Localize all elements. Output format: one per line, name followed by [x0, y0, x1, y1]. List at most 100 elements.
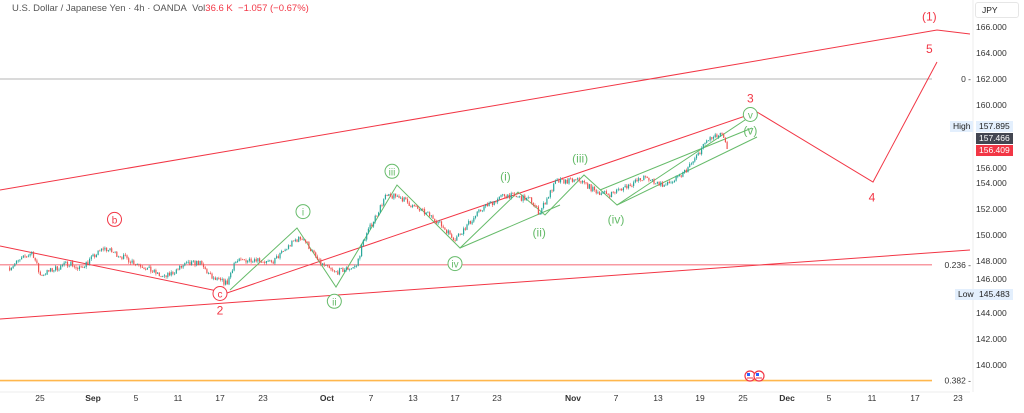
- time-tick-label: 13: [408, 393, 418, 403]
- candle-body: [167, 272, 169, 277]
- candle-body: [723, 134, 725, 138]
- price-tick-label: 156.000: [976, 163, 1007, 173]
- candle-body: [417, 205, 419, 209]
- candle-body: [588, 184, 591, 189]
- fib-level-label: 0 -: [961, 74, 971, 84]
- candle-body: [310, 248, 312, 252]
- candle-body: [228, 277, 230, 285]
- candle-body: [257, 258, 259, 262]
- candle-body: [87, 261, 89, 264]
- candle-body: [94, 254, 96, 258]
- candle-body: [622, 187, 625, 191]
- candle-body: [41, 275, 43, 276]
- candle-body: [235, 261, 237, 264]
- candle-body: [471, 221, 473, 224]
- wave-label: b: [112, 215, 118, 226]
- candle-body: [209, 273, 211, 274]
- candle-body: [270, 260, 273, 262]
- candle-body: [284, 249, 286, 252]
- candle-body: [197, 260, 200, 265]
- wave-label: v: [748, 111, 753, 122]
- candle-body: [667, 181, 669, 185]
- high-label: High: [950, 121, 974, 132]
- candle-body: [502, 194, 504, 196]
- candle-body: [558, 179, 560, 183]
- candle-body: [357, 258, 359, 266]
- candle-body: [378, 212, 380, 216]
- candle-body: [444, 227, 446, 230]
- price-tick-label: 160.000: [976, 100, 1007, 110]
- candle-body: [481, 210, 483, 212]
- wave-label-group: (1): [922, 10, 937, 24]
- candle-body: [73, 266, 75, 268]
- candle-body: [327, 265, 329, 266]
- candle-body: [694, 158, 696, 162]
- candle-body: [344, 270, 346, 272]
- price-tick-label: 146.000: [976, 274, 1007, 284]
- candle-body: [384, 194, 387, 200]
- price-tick-label: 166.000: [976, 22, 1007, 32]
- us-flag-icon: [753, 370, 765, 382]
- candle-body: [566, 179, 568, 184]
- candle-body: [182, 265, 184, 268]
- candle-body: [420, 208, 422, 211]
- candle-body: [252, 261, 254, 263]
- candle-body: [587, 183, 589, 189]
- candle-body: [131, 260, 133, 263]
- candle-body: [536, 206, 538, 207]
- price-tick-label: 152.000: [976, 204, 1007, 214]
- candle-body: [413, 205, 415, 207]
- candle-body: [201, 260, 203, 265]
- candle-body: [415, 205, 417, 207]
- candle-body: [17, 260, 19, 262]
- candle-body: [542, 203, 545, 209]
- minor-channel-line: [616, 136, 758, 206]
- candle-body: [111, 248, 113, 253]
- candle-body: [418, 208, 421, 211]
- candle-body: [704, 142, 706, 144]
- candle-body: [541, 208, 543, 213]
- candle-body: [318, 259, 320, 261]
- candle-body: [138, 263, 140, 265]
- candle-body: [435, 221, 438, 224]
- candle-body: [680, 175, 682, 177]
- time-tick-label: 7: [614, 393, 619, 403]
- candle-body: [493, 201, 495, 206]
- candle-body: [706, 140, 708, 143]
- candle-body: [259, 258, 261, 262]
- candle-body: [726, 142, 728, 149]
- candle-body: [451, 234, 453, 238]
- wave-label-group: b: [107, 211, 122, 227]
- candle-body: [605, 191, 608, 194]
- currency-button[interactable]: JPY: [975, 2, 1019, 18]
- candle-body: [61, 265, 64, 266]
- candle-body: [486, 204, 489, 207]
- candle-body: [338, 268, 341, 275]
- candle-body: [398, 195, 400, 198]
- candle-body: [282, 251, 285, 252]
- price-change: −1.057 (−0.67%): [238, 3, 309, 14]
- symbol-legend[interactable]: U.S. Dollar / Japanese Yen · 4h · OANDA …: [12, 3, 309, 14]
- candle-body: [32, 251, 35, 258]
- candle-body: [143, 267, 145, 269]
- candle-body: [388, 194, 390, 196]
- candle-body: [539, 212, 541, 215]
- candle-body: [612, 191, 614, 193]
- candle-body: [537, 206, 540, 215]
- candle-body: [90, 256, 92, 259]
- candle-body: [381, 205, 383, 206]
- candle-body: [22, 255, 24, 258]
- candle-body: [114, 251, 116, 253]
- candle-body: [459, 233, 461, 235]
- candle-body: [597, 192, 599, 194]
- candle-body: [269, 260, 271, 262]
- time-tick-label: 11: [868, 393, 877, 403]
- candle-body: [621, 188, 623, 191]
- candle-body: [719, 133, 721, 136]
- fib-level-label: 0.382 -: [945, 376, 972, 386]
- candle-body: [434, 218, 436, 222]
- candle-body: [546, 198, 548, 205]
- candle-body: [89, 258, 91, 264]
- candle-body: [590, 184, 592, 192]
